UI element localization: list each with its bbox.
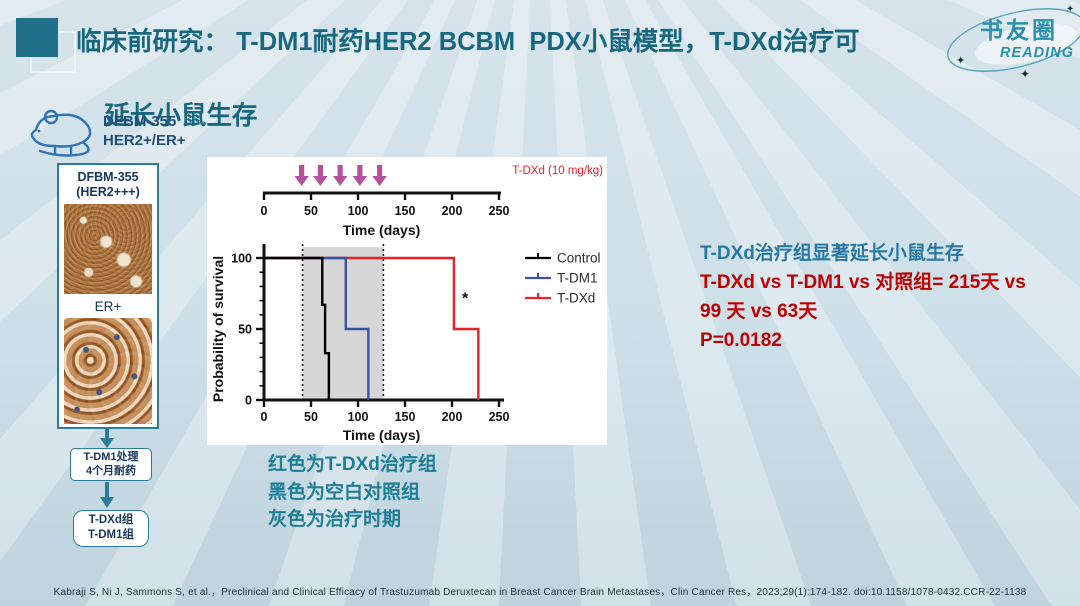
step2-line2: T-DM1组 bbox=[88, 529, 134, 541]
step-treatment-groups: T-DXd组 T-DM1组 bbox=[73, 510, 149, 547]
svg-text:250: 250 bbox=[489, 204, 510, 218]
page-title-line2: 延长小鼠生存 bbox=[104, 102, 258, 130]
conclusion-headline: T-DXd治疗组显著延长小鼠生存 bbox=[700, 243, 964, 264]
pdx-box-title: DFBM-355 (HER2+++) bbox=[59, 170, 157, 200]
svg-text:50: 50 bbox=[238, 323, 252, 337]
logo-sparkle-icon: ✦ bbox=[956, 55, 965, 67]
step1-line1: T-DM1处理 bbox=[83, 451, 139, 463]
svg-text:T-DXd (10 mg/kg): T-DXd (10 mg/kg) bbox=[512, 165, 603, 177]
svg-text:Time (days): Time (days) bbox=[343, 427, 421, 443]
median-survival-result: T-DXd vs T-DM1 vs 对照组= 215天 vs 99 天 vs 6… bbox=[700, 272, 1026, 322]
svg-text:200: 200 bbox=[442, 410, 463, 424]
logo-sparkle-icon: ✦ bbox=[1020, 67, 1030, 81]
svg-text:Time (days): Time (days) bbox=[343, 222, 421, 238]
reading-club-logo: ✦ ✦ ✦ 书友圈 READING bbox=[938, 0, 1080, 86]
svg-text:150: 150 bbox=[395, 204, 416, 218]
pdx-box-title-line2: (HER2+++) bbox=[76, 185, 140, 199]
chart-caption: 红色为T-DXd治疗组 黑色为空白对照组 灰色为治疗时期 bbox=[268, 451, 437, 534]
pdx-model-box: DFBM-355 (HER2+++) ER+ bbox=[57, 163, 159, 429]
conclusion-block: T-DXd治疗组显著延长小鼠生存 T-DXd vs T-DM1 vs 对照组= … bbox=[700, 239, 1052, 355]
svg-text:Control: Control bbox=[557, 251, 601, 266]
svg-text:0: 0 bbox=[261, 204, 268, 218]
logo-ellipse bbox=[974, 23, 1078, 65]
reference-citation: Kabraji S, Ni J, Sammons S, et al.，Precl… bbox=[53, 587, 1027, 598]
caption-line-gray: 灰色为治疗时期 bbox=[268, 509, 402, 530]
flow-arrow-down-icon bbox=[100, 482, 114, 508]
svg-text:50: 50 bbox=[304, 204, 318, 218]
mouse-icon bbox=[30, 109, 92, 157]
svg-text:150: 150 bbox=[395, 410, 416, 424]
caption-line-black: 黑色为空白对照组 bbox=[268, 481, 421, 503]
logo-name: 书友圈 bbox=[980, 17, 1058, 43]
svg-text:50: 50 bbox=[304, 410, 318, 424]
survival-chart-panel: 0 50 100 150 200 250 Time (days) T-DXd (10 mg/k… bbox=[207, 157, 607, 445]
model-name: DFBM-355 bbox=[103, 113, 177, 130]
model-label: DFBM-355 HER2+/ER+ bbox=[103, 112, 186, 150]
logo-sparkle-icon: ✦ bbox=[1066, 4, 1074, 15]
ihc-her2-image bbox=[64, 204, 152, 294]
er-positive-label: ER+ bbox=[94, 299, 122, 314]
step1-line2: 4个月耐药 bbox=[85, 465, 137, 477]
svg-text:100: 100 bbox=[348, 410, 369, 424]
svg-text:0: 0 bbox=[261, 410, 268, 424]
svg-text:100: 100 bbox=[348, 204, 369, 218]
p-value: P=0.0182 bbox=[700, 330, 782, 351]
page-title-line1: 临床前研究： T-DM1耐药HER2 BCBM PDX小鼠模型，T-DXd治疗可 bbox=[76, 28, 860, 56]
model-receptor-status: HER2+/ER+ bbox=[103, 132, 186, 149]
ihc-er-image bbox=[64, 318, 152, 424]
svg-text:*: * bbox=[462, 290, 469, 307]
svg-text:200: 200 bbox=[442, 204, 463, 218]
flow-arrow-down-icon bbox=[100, 428, 114, 448]
svg-text:Probability of survival: Probability of survival bbox=[210, 256, 226, 402]
svg-text:100: 100 bbox=[231, 252, 252, 266]
pdx-box-title-line1: DFBM-355 bbox=[77, 170, 139, 184]
svg-text:250: 250 bbox=[489, 410, 510, 424]
logo-graphic: ✦ ✦ ✦ 书友圈 READING bbox=[947, 4, 1080, 81]
logo-orbit-ring bbox=[947, 8, 1080, 72]
title-decoration-square-icon bbox=[16, 18, 58, 57]
svg-text:0: 0 bbox=[245, 394, 252, 408]
step-tdm1-resistance: T-DM1处理 4个月耐药 bbox=[70, 448, 152, 481]
step2-line1: T-DXd组 bbox=[88, 514, 134, 526]
km-survival-chart: 0 50 100 150 200 250 Time (days) T-DXd (10 mg/k… bbox=[210, 165, 603, 443]
svg-text:T-DXd: T-DXd bbox=[557, 291, 595, 306]
caption-line-red: 红色为T-DXd治疗组 bbox=[268, 454, 437, 475]
svg-text:T-DM1: T-DM1 bbox=[557, 271, 598, 286]
logo-subtitle: READING bbox=[1000, 45, 1074, 61]
page-title: 临床前研究： T-DM1耐药HER2 BCBM PDX小鼠模型，T-DXd治疗可… bbox=[76, 24, 976, 172]
